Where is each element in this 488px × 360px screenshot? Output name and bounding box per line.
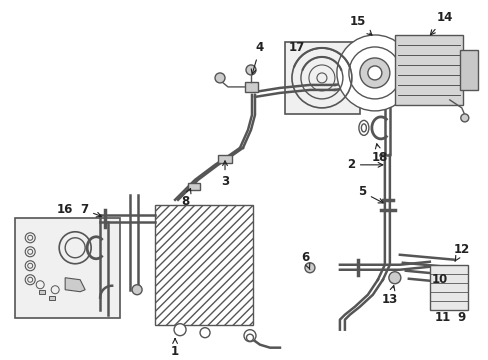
Text: 14: 14 bbox=[429, 12, 452, 35]
Text: 4: 4 bbox=[251, 41, 264, 74]
Bar bbox=[39, 290, 45, 294]
Circle shape bbox=[244, 330, 255, 342]
Text: 5: 5 bbox=[357, 185, 383, 203]
Bar bbox=[155, 205, 252, 325]
Text: 2: 2 bbox=[346, 158, 382, 171]
Bar bbox=[244, 82, 258, 92]
Circle shape bbox=[200, 328, 210, 338]
Circle shape bbox=[246, 334, 253, 341]
Text: 13: 13 bbox=[381, 285, 397, 306]
Circle shape bbox=[348, 47, 400, 99]
Circle shape bbox=[460, 114, 468, 122]
Text: 17: 17 bbox=[288, 41, 305, 54]
Text: 3: 3 bbox=[221, 161, 228, 188]
Circle shape bbox=[174, 324, 185, 336]
Bar bbox=[49, 296, 55, 300]
Circle shape bbox=[132, 285, 142, 295]
Text: 18: 18 bbox=[371, 144, 387, 165]
Bar bbox=[394, 35, 462, 105]
Bar bbox=[429, 265, 467, 310]
Circle shape bbox=[388, 272, 400, 284]
Text: 9: 9 bbox=[457, 311, 465, 324]
Text: 16: 16 bbox=[57, 203, 73, 216]
Circle shape bbox=[245, 65, 255, 75]
Text: 12: 12 bbox=[453, 243, 469, 261]
Text: 8: 8 bbox=[181, 189, 190, 208]
Ellipse shape bbox=[361, 124, 366, 132]
Text: 7: 7 bbox=[80, 203, 101, 217]
Circle shape bbox=[215, 73, 224, 83]
Text: 6: 6 bbox=[300, 251, 309, 270]
Circle shape bbox=[305, 263, 314, 273]
Bar bbox=[459, 50, 477, 90]
Text: 1: 1 bbox=[171, 339, 179, 358]
Circle shape bbox=[367, 66, 381, 80]
Bar bbox=[188, 183, 200, 190]
Text: 11: 11 bbox=[434, 311, 450, 324]
Bar bbox=[218, 155, 231, 163]
Text: 10: 10 bbox=[431, 273, 447, 286]
Circle shape bbox=[359, 58, 389, 88]
Bar bbox=[285, 42, 359, 114]
Circle shape bbox=[336, 35, 412, 111]
Text: 15: 15 bbox=[349, 15, 371, 35]
Polygon shape bbox=[65, 278, 85, 292]
Ellipse shape bbox=[358, 120, 368, 135]
Bar bbox=[15, 218, 120, 318]
